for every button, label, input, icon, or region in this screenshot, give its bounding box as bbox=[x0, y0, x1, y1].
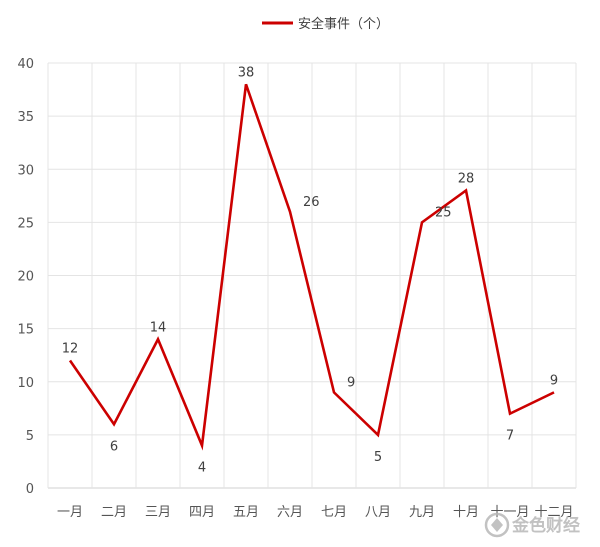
data-label: 14 bbox=[150, 320, 167, 335]
x-tick-label: 八月 bbox=[365, 505, 391, 520]
x-tick-label: 二月 bbox=[101, 505, 127, 520]
y-tick-label: 20 bbox=[17, 270, 34, 285]
data-label: 25 bbox=[435, 205, 452, 220]
data-label: 9 bbox=[550, 373, 558, 388]
y-axis-ticks: 0 5 10 15 20 25 30 35 40 bbox=[17, 57, 34, 497]
x-tick-label: 七月 bbox=[321, 505, 347, 520]
legend: 安全事件（个） bbox=[262, 16, 389, 32]
data-label: 26 bbox=[303, 195, 320, 210]
y-tick-label: 10 bbox=[17, 376, 34, 391]
gridlines bbox=[48, 63, 576, 488]
x-tick-label: 十月 bbox=[453, 505, 479, 520]
data-label: 6 bbox=[110, 439, 118, 454]
y-tick-label: 30 bbox=[17, 163, 34, 178]
data-label: 4 bbox=[198, 461, 206, 476]
data-label: 9 bbox=[347, 375, 355, 390]
y-tick-label: 35 bbox=[17, 110, 34, 125]
data-label: 5 bbox=[374, 450, 382, 465]
data-label: 12 bbox=[62, 342, 79, 357]
x-tick-label: 三月 bbox=[145, 505, 171, 520]
y-tick-label: 5 bbox=[26, 429, 34, 444]
y-tick-label: 40 bbox=[17, 57, 34, 72]
x-tick-label: 五月 bbox=[233, 505, 259, 520]
watermark-text: 金色财经 bbox=[511, 515, 580, 536]
y-tick-label: 25 bbox=[17, 216, 34, 231]
legend-label: 安全事件（个） bbox=[298, 16, 389, 32]
x-axis-ticks: 一月 二月 三月 四月 五月 六月 七月 八月 九月 十月 十一月 十二月 bbox=[57, 505, 574, 520]
y-tick-label: 15 bbox=[17, 323, 34, 338]
data-label: 28 bbox=[458, 172, 475, 187]
y-tick-label: 0 bbox=[26, 482, 34, 497]
x-tick-label: 九月 bbox=[409, 505, 435, 520]
x-tick-label: 一月 bbox=[57, 505, 83, 520]
data-label: 38 bbox=[238, 65, 255, 80]
x-tick-label: 四月 bbox=[189, 505, 215, 520]
x-tick-label: 六月 bbox=[277, 505, 303, 520]
data-label: 7 bbox=[506, 429, 514, 444]
